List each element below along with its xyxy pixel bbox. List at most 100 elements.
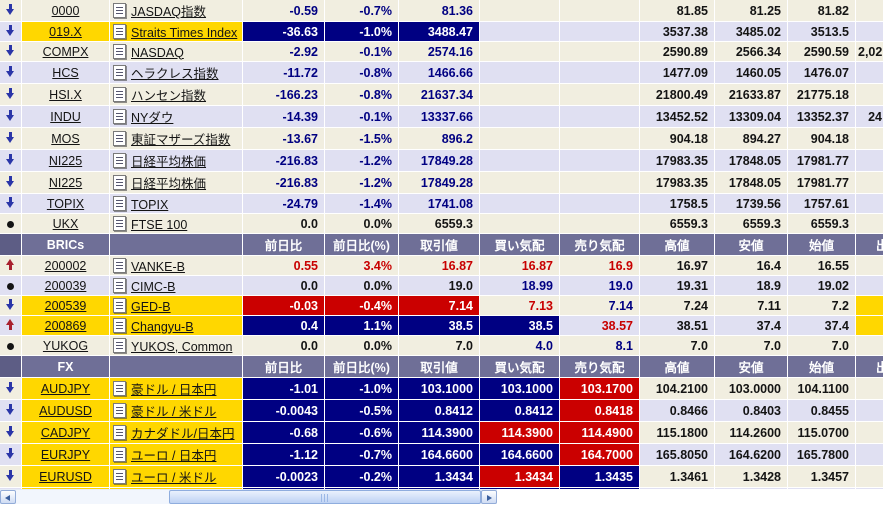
cell-last: 1466.66 [399,62,480,84]
cell-high: 1.3461 [640,466,715,488]
document-icon[interactable] [113,175,126,190]
cell-low: 81.25 [715,0,788,22]
instrument-name-link[interactable]: CIMC-B [131,279,176,294]
instrument-name-link[interactable]: VANKE-B [131,259,185,274]
symbol-cell: HCS [22,62,110,84]
instrument-name-link[interactable]: JASDAQ指数 [131,5,207,19]
direction-cell [0,106,22,128]
cell-high: 7.0 [640,336,715,356]
column-header-open: 始値 [788,356,856,378]
document-icon[interactable] [113,403,126,418]
cell-low: 2566.34 [715,42,788,62]
instrument-name-link[interactable]: 日経平均株価 [131,177,207,191]
document-icon[interactable] [113,257,126,273]
scrollbar-thumb[interactable] [169,490,481,504]
cell-bid [480,22,560,42]
table-row: INDU NYダウ -14.39 -0.1% 13337.66 13452.52 13309… [0,106,884,128]
document-icon[interactable] [113,447,126,462]
cell-high: 21800.49 [640,84,715,106]
symbol-link[interactable]: 0000 [51,3,80,18]
symbol-link[interactable]: TOPIX [46,196,85,211]
document-icon[interactable] [113,87,126,102]
instrument-name-link[interactable]: Straits Times Index [131,25,238,40]
document-icon[interactable] [113,297,126,313]
symbol-link[interactable]: 200002 [44,258,87,273]
symbol-link[interactable]: NI225 [48,175,83,190]
instrument-name-link[interactable]: 日経平均株価 [131,155,207,169]
document-icon[interactable] [113,277,126,293]
instrument-name-link[interactable]: ユーロ / 日本円 [131,449,217,463]
instrument-name-cell: NYダウ [110,106,243,128]
scroll-left-button[interactable] [0,490,16,504]
cell-volume [856,172,884,194]
cell-ask [560,22,640,42]
symbol-link[interactable]: COMPX [42,44,89,59]
cell-change-pct: 0.0% [325,214,399,234]
instrument-name-link[interactable]: 豪ドル / 日本円 [131,383,217,397]
symbol-cell: 200539 [22,296,110,316]
symbol-link[interactable]: 200039 [44,278,87,293]
table-row: NI225 日経平均株価 -216.83 -1.2% 17849.28 17983.35 1… [0,172,884,194]
document-icon[interactable] [113,195,126,211]
instrument-name-link[interactable]: FTSE 100 [131,217,188,232]
table-row: CADJPY カナダドル/日本円 -0.68 -0.6% 114.3900 114.390… [0,422,884,444]
symbol-link[interactable]: UKX [52,216,79,231]
document-icon[interactable] [113,425,126,440]
cell-low: 244.6200 [715,488,788,489]
instrument-name-link[interactable]: GED-B [131,299,171,314]
symbol-link[interactable]: NI225 [48,153,83,168]
cell-bid [480,62,560,84]
symbol-link[interactable]: AUDJPY [40,381,91,396]
instrument-name-link[interactable]: Changyu-B [131,319,194,334]
document-icon[interactable] [113,153,126,168]
cell-open: 1476.07 [788,62,856,84]
document-icon[interactable] [113,337,126,353]
instrument-name-link[interactable]: ヘラクレス指数 [131,67,219,81]
cell-volume [856,400,884,422]
instrument-name-link[interactable]: カナダドル/日本円 [131,427,235,441]
document-icon[interactable] [113,215,126,231]
direction-up-icon [6,258,15,270]
instrument-name-link[interactable]: 東証マザーズ指数 [131,133,231,147]
cell-bid: 0.8412 [480,400,560,422]
symbol-link[interactable]: EURUSD [39,469,92,484]
symbol-link[interactable]: AUDUSD [39,403,92,418]
cell-last: 17849.28 [399,172,480,194]
horizontal-scrollbar[interactable] [0,489,497,505]
document-icon[interactable] [113,131,126,146]
cell-open: 7.0 [788,336,856,356]
document-icon[interactable] [113,381,126,396]
symbol-link[interactable]: 019.X [49,24,82,39]
symbol-link[interactable]: 200539 [44,298,87,313]
cell-open: 115.0700 [788,422,856,444]
symbol-link[interactable]: 200869 [44,318,87,333]
cell-last: 13337.66 [399,106,480,128]
table-row: MOS 東証マザーズ指数 -13.67 -1.5% 896.2 904.18 894.27 9… [0,128,884,150]
document-icon[interactable] [113,109,126,124]
document-icon[interactable] [113,43,126,59]
cell-change: -14.39 [243,106,325,128]
symbol-link[interactable]: HSI.X [49,87,82,102]
symbol-link[interactable]: MOS [51,131,80,146]
symbol-link[interactable]: EURJPY [40,447,91,462]
instrument-name-link[interactable]: ハンセン指数 [131,89,207,103]
cell-bid [480,0,560,22]
cell-change: -24.79 [243,194,325,214]
document-icon[interactable] [113,3,126,18]
scroll-right-button[interactable] [481,490,497,504]
document-icon[interactable] [113,317,126,333]
symbol-link[interactable]: HCS [52,65,79,80]
document-icon[interactable] [113,23,126,39]
instrument-name-link[interactable]: TOPIX [131,197,169,212]
instrument-name-link[interactable]: YUKOS, Common [131,339,233,354]
symbol-link[interactable]: INDU [50,109,81,124]
table-row: 200539 GED-B -0.03 -0.4% 7.14 7.13 7.14 7.24 7.1… [0,296,884,316]
instrument-name-link[interactable]: 豪ドル / 米ドル [131,405,217,419]
instrument-name-link[interactable]: NASDAQ [131,45,184,60]
instrument-name-link[interactable]: ユーロ / 米ドル [131,471,217,485]
document-icon[interactable] [113,469,126,484]
instrument-name-link[interactable]: NYダウ [131,111,174,125]
symbol-link[interactable]: CADJPY [40,425,91,440]
symbol-link[interactable]: YUKOG [42,338,89,353]
document-icon[interactable] [113,65,126,80]
